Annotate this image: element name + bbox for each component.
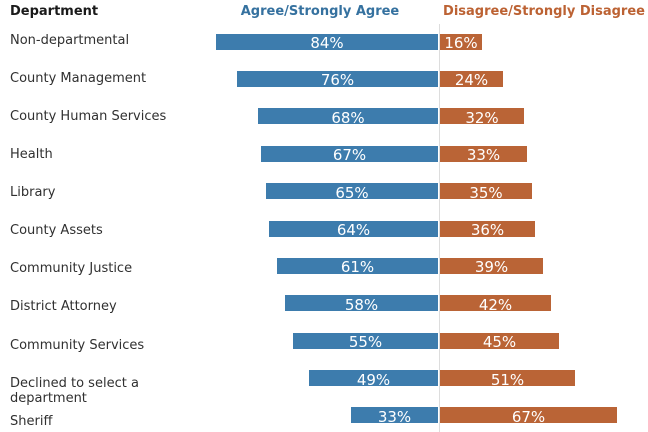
agree-value-label: 67% — [332, 146, 367, 162]
agree-value-label: 33% — [377, 407, 412, 424]
disagree-bar: 35% — [440, 183, 532, 200]
agree-value-label: 61% — [340, 258, 375, 274]
category-label: Community Services — [10, 337, 145, 353]
disagree-bar: 36% — [440, 220, 535, 237]
disagree-series-header: Disagree/Strongly Disagree — [443, 4, 645, 19]
agree-series-header: Agree/Strongly Agree — [240, 4, 400, 19]
agree-bar: 33% — [351, 407, 438, 424]
category-label: County Assets — [10, 223, 103, 239]
agree-bar: 55% — [293, 332, 438, 349]
agree-value-label: 55% — [348, 333, 383, 349]
category-label: District Attorney — [10, 299, 117, 315]
agree-bar: 67% — [261, 145, 438, 162]
disagree-bar: 16% — [440, 33, 482, 50]
disagree-value-label: 45% — [482, 333, 517, 349]
disagree-value-label: 42% — [478, 295, 513, 312]
category-label: Sheriff — [10, 413, 53, 429]
disagree-bar: 39% — [440, 257, 543, 274]
disagree-bar: 24% — [440, 70, 503, 87]
category-label: Health — [10, 146, 53, 162]
center-axis-line — [438, 24, 440, 432]
disagree-value-label: 16% — [444, 34, 478, 50]
disagree-value-label: 35% — [469, 183, 503, 200]
agree-value-label: 65% — [335, 183, 369, 200]
disagree-value-label: 39% — [474, 258, 509, 274]
disagree-bar: 32% — [440, 108, 524, 125]
department-column-header: Department — [10, 4, 99, 19]
disagree-value-label: 36% — [470, 221, 505, 237]
agree-bar: 68% — [258, 108, 438, 125]
disagree-value-label: 51% — [490, 370, 525, 387]
category-label: Declined to select a department — [10, 375, 139, 407]
agree-value-label: 49% — [356, 370, 391, 387]
agree-bar: 64% — [269, 220, 438, 237]
disagree-bar: 45% — [440, 332, 559, 349]
category-label: County Management — [10, 70, 147, 86]
agree-bar: 76% — [237, 70, 438, 87]
agree-value-label: 84% — [310, 34, 344, 50]
disagree-bar: 51% — [440, 370, 575, 387]
disagree-value-label: 67% — [511, 407, 546, 424]
disagree-bar: 33% — [440, 145, 527, 162]
agree-bar: 84% — [216, 33, 438, 50]
agree-bar: 49% — [309, 370, 438, 387]
agree-value-label: 64% — [336, 221, 371, 237]
disagree-bar: 67% — [440, 407, 617, 424]
agree-bar: 61% — [277, 257, 438, 274]
category-label: Community Justice — [10, 261, 133, 277]
category-label: Non-departmental — [10, 32, 130, 48]
disagree-value-label: 33% — [466, 146, 501, 162]
agree-bar: 65% — [266, 183, 438, 200]
disagree-value-label: 32% — [465, 108, 499, 125]
agree-value-label: 76% — [320, 71, 355, 87]
agree-bar: 58% — [285, 295, 438, 312]
category-label: Library — [10, 185, 56, 201]
agree-value-label: 68% — [331, 108, 365, 125]
category-label: County Human Services — [10, 108, 167, 124]
agree-value-label: 58% — [344, 295, 379, 312]
disagree-bar: 42% — [440, 295, 551, 312]
disagree-value-label: 24% — [454, 71, 489, 87]
